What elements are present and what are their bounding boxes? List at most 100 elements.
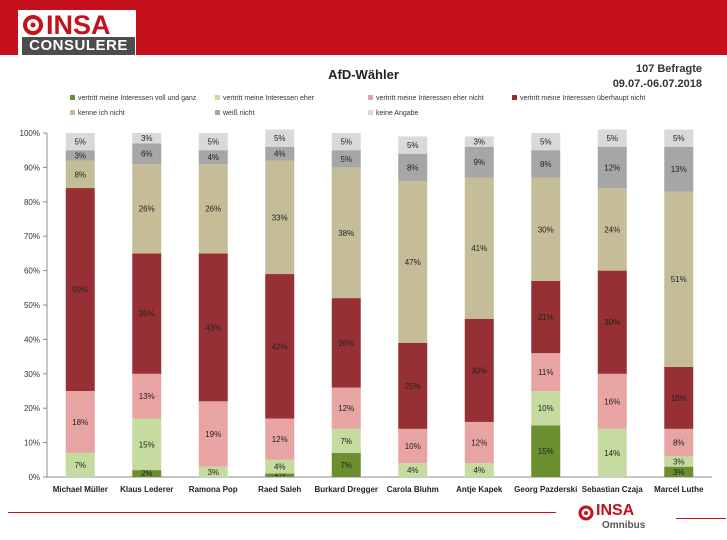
data-label: 12% — [471, 439, 487, 448]
bar-segment — [198, 253, 228, 402]
data-label: 25% — [405, 382, 421, 391]
data-label: 3% — [207, 468, 219, 477]
legend-label: vertritt meine Interessen überhaupt nich… — [520, 95, 645, 102]
x-tick-label: Raed Saleh — [258, 485, 301, 494]
bar-segment — [664, 129, 694, 147]
bar-segment — [398, 181, 428, 343]
bar-segment — [65, 452, 95, 477]
bar-segment — [198, 401, 228, 467]
bar-segment — [331, 133, 361, 151]
bar-segment — [664, 191, 694, 367]
bar-segment — [597, 428, 627, 477]
footer-divider-left — [8, 512, 556, 513]
bar-segment — [265, 146, 295, 161]
data-label: 12% — [604, 163, 620, 172]
data-label: 30% — [538, 225, 554, 234]
data-label: 12% — [272, 435, 288, 444]
bar-segment — [132, 133, 162, 144]
bar-segment — [132, 143, 162, 164]
data-label: 13% — [671, 165, 687, 174]
bar-segment — [531, 353, 561, 391]
legend-swatch — [512, 95, 517, 100]
bar-segment — [398, 463, 428, 477]
data-label: 26% — [338, 339, 354, 348]
insa-omnibus-icon — [578, 505, 594, 521]
x-tick-label: Ramona Pop — [189, 485, 238, 494]
data-label: 15% — [139, 440, 155, 449]
logo-subtitle: CONSULERE — [22, 37, 135, 55]
bar-segment — [132, 163, 162, 254]
bar-segment — [198, 163, 228, 254]
x-tick-label: Marcel Luthe — [654, 485, 704, 494]
data-label: 5% — [673, 134, 685, 143]
data-label: 16% — [604, 397, 620, 406]
bar-segment — [265, 473, 295, 477]
data-label: 5% — [340, 138, 352, 147]
y-tick-label: 60% — [24, 267, 40, 276]
legend-label: weiß nicht — [222, 110, 255, 117]
data-label: 26% — [139, 205, 155, 214]
legend-swatch — [215, 95, 220, 100]
bar-segment — [398, 428, 428, 464]
bar-segment — [664, 428, 694, 457]
bar-segment — [132, 470, 162, 477]
bar-segment — [331, 150, 361, 168]
bar-segment — [65, 133, 95, 151]
data-label: 5% — [340, 155, 352, 164]
data-label: 7% — [340, 461, 352, 470]
data-label: 51% — [671, 275, 687, 284]
bar-segment — [464, 136, 494, 147]
bar-segment — [464, 177, 494, 319]
data-label: 8% — [540, 160, 552, 169]
footer-logo-name: INSA — [596, 502, 635, 519]
y-tick-label: 80% — [24, 198, 40, 207]
legend-label: vertritt meine Interessen eher nicht — [376, 95, 484, 102]
bar-segment — [331, 167, 361, 299]
data-label: 3% — [673, 468, 685, 477]
data-label: 19% — [205, 430, 221, 439]
data-label: 10% — [405, 442, 421, 451]
y-tick-label: 20% — [24, 404, 40, 413]
bar-segment — [664, 466, 694, 477]
bar-segment — [198, 150, 228, 164]
y-tick-label: 50% — [24, 301, 40, 310]
bar-segment — [398, 153, 428, 182]
data-label: 3% — [141, 134, 153, 143]
bar-segment — [531, 133, 561, 151]
data-label: 14% — [604, 449, 620, 458]
data-label: 2% — [141, 469, 153, 478]
bar-segment — [597, 188, 627, 271]
x-tick-label: Sebastian Czaja — [582, 485, 643, 494]
bar-segment — [597, 373, 627, 429]
data-label: 33% — [272, 213, 288, 222]
data-label: 5% — [407, 141, 419, 150]
bar-segment — [464, 146, 494, 178]
data-label: 4% — [274, 463, 286, 472]
bar-segment — [331, 298, 361, 388]
data-label: 5% — [74, 138, 86, 147]
y-tick-label: 30% — [24, 370, 40, 379]
legend-label: kenne ich nicht — [78, 110, 125, 117]
bar-segment — [65, 160, 95, 189]
data-label: 30% — [604, 318, 620, 327]
legend-swatch — [368, 110, 373, 115]
bar-segment — [265, 129, 295, 147]
bar-segment — [132, 418, 162, 471]
bar-segment — [65, 150, 95, 161]
x-tick-label: Michael Müller — [53, 485, 108, 494]
bar-segment — [464, 463, 494, 477]
bar-segment — [664, 456, 694, 467]
data-label: 4% — [207, 153, 219, 162]
bar-segment — [331, 452, 361, 477]
footer-logo-subtitle: Omnibus — [602, 520, 646, 531]
data-label: 5% — [606, 134, 618, 143]
bar-segment — [597, 129, 627, 147]
y-tick-label: 0% — [28, 473, 40, 482]
x-tick-label: Klaus Lederer — [120, 485, 173, 494]
bar-segment — [331, 387, 361, 429]
y-tick-label: 40% — [24, 335, 40, 344]
data-label: 10% — [538, 404, 554, 413]
bar-segment — [531, 177, 561, 281]
respondent-count: 107 Befragte — [635, 63, 702, 75]
x-tick-label: Carola Bluhm — [387, 485, 439, 494]
